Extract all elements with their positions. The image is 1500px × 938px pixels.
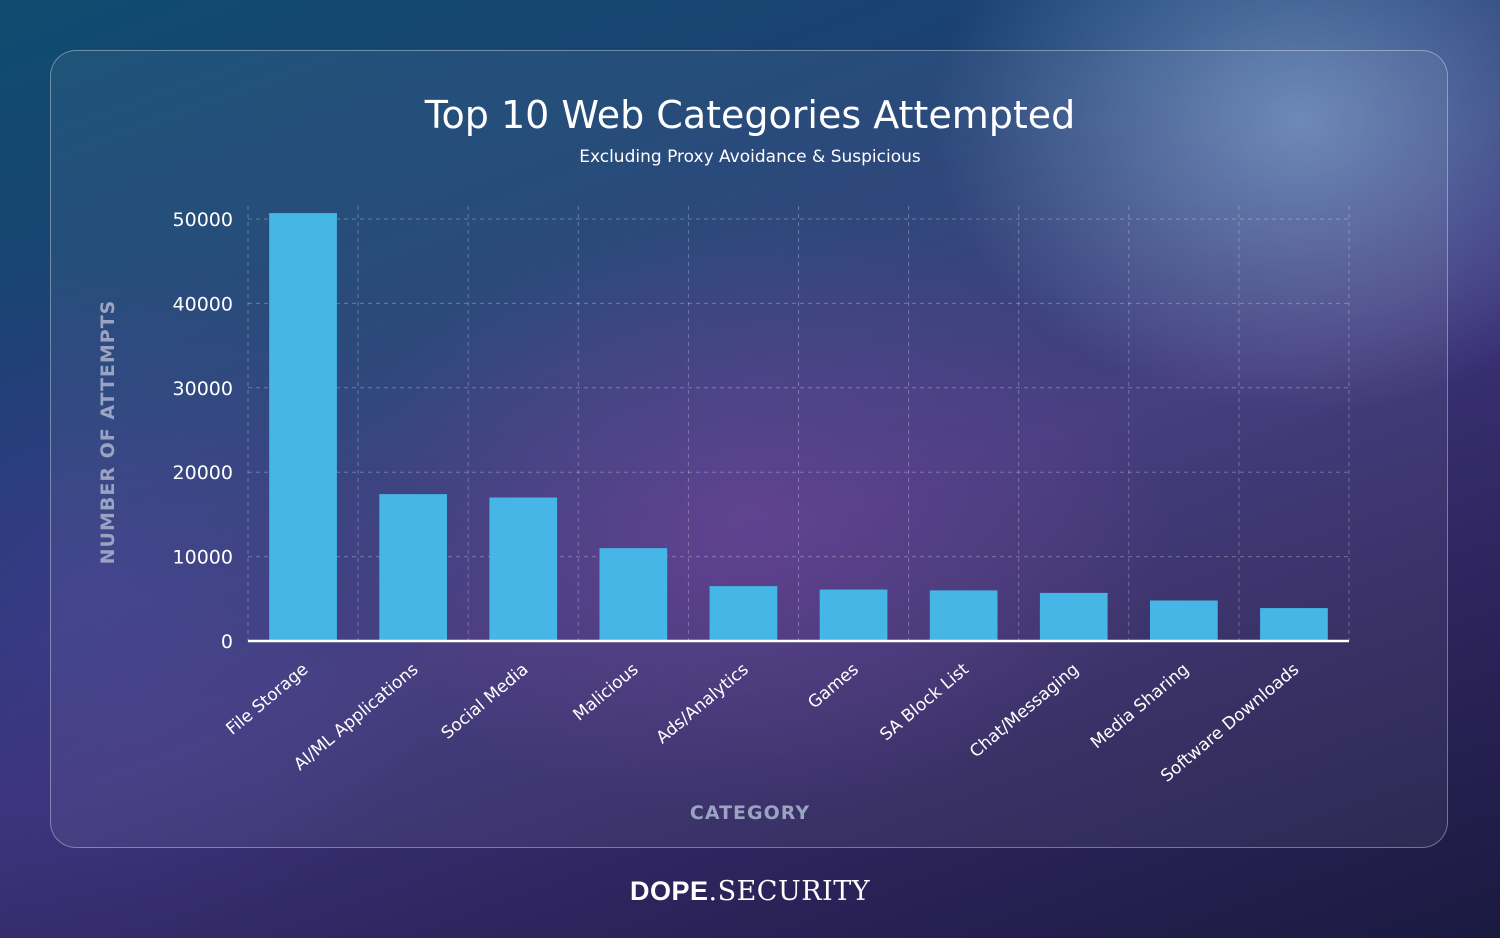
chart-subtitle: Excluding Proxy Avoidance & Suspicious	[579, 147, 921, 167]
y-tick-label: 20000	[173, 462, 233, 484]
bar	[599, 548, 668, 641]
gridlines	[247, 206, 1350, 641]
x-tick-label: Games	[804, 659, 863, 713]
bar	[489, 497, 558, 641]
x-tick-label: AI/ML Applications	[290, 659, 422, 775]
x-tick-label: Ads/Analytics	[653, 659, 753, 748]
y-tick-label: 0	[221, 631, 233, 653]
y-tick-label: 30000	[173, 378, 233, 400]
y-tick-label: 50000	[173, 209, 233, 231]
brand-logo-light: .SECURITY	[708, 876, 871, 907]
bar	[929, 590, 998, 641]
bar	[379, 494, 448, 641]
x-tick-label: File Storage	[223, 660, 313, 740]
x-tick-label: SA Block List	[876, 659, 973, 745]
bar	[1260, 608, 1328, 641]
bar	[269, 213, 337, 642]
y-tick-labels: 0 10000 20000 30000 40000 50000	[173, 209, 233, 653]
x-tick-label: Chat/Messaging	[966, 660, 1083, 763]
chart-title: Top 10 Web Categories Attempted	[424, 93, 1076, 137]
y-axis-label: NUMBER OF ATTEMPTS	[97, 300, 119, 565]
y-tick-label: 10000	[173, 547, 233, 569]
x-tick-label: Media Sharing	[1087, 660, 1193, 754]
x-tick-label: Malicious	[569, 659, 642, 725]
bar	[819, 589, 888, 641]
bar	[709, 586, 778, 641]
y-tick-label: 40000	[173, 293, 233, 315]
x-axis-label: CATEGORY	[690, 802, 810, 824]
brand-logo: DOPE.SECURITY	[0, 876, 1500, 907]
bar	[1039, 592, 1108, 641]
bar	[1149, 600, 1218, 641]
brand-logo-bold: DOPE	[629, 876, 709, 906]
bars	[269, 213, 1328, 642]
x-tick-label: Social Media	[438, 660, 533, 744]
